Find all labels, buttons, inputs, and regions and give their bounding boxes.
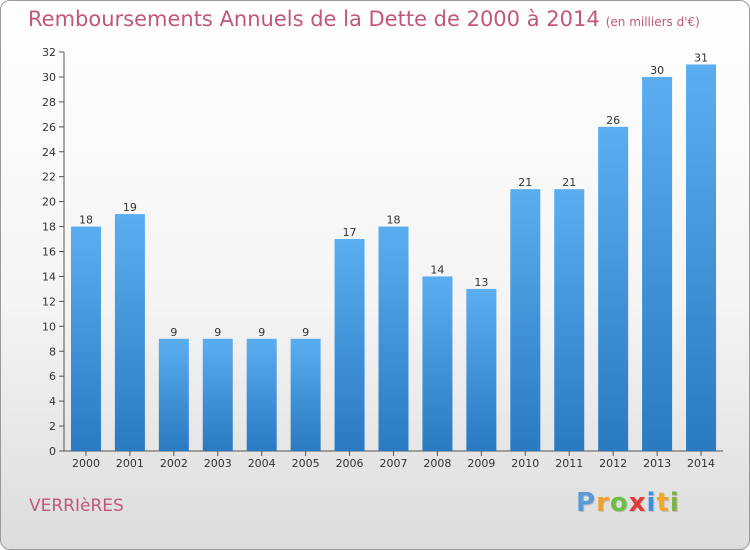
x-tick-label: 2013 [643,457,671,470]
y-tick-label: 8 [49,345,56,358]
x-tick-label: 2010 [511,457,539,470]
bar-value-label: 9 [214,326,221,339]
x-tick-label: 2004 [248,457,276,470]
y-tick-label: 16 [42,246,56,259]
bar-value-label: 30 [650,64,664,77]
proxiti-logo: Proxiti [576,488,680,518]
bar [114,214,145,451]
y-tick-label: 20 [42,196,56,209]
chart-title: Remboursements Annuels de la Dette de 20… [28,7,700,31]
bar-value-label: 13 [474,276,488,289]
bar-value-label: 31 [694,51,708,64]
y-tick-label: 30 [42,71,56,84]
bar [246,338,277,451]
logo-letter: i [646,488,657,518]
x-tick-label: 2005 [292,457,320,470]
y-tick-label: 24 [42,146,56,159]
x-tick-label: 2007 [380,457,408,470]
bar [686,64,717,451]
y-tick-label: 10 [42,320,56,333]
bar-value-label: 19 [123,201,137,214]
bar-value-label: 26 [606,114,620,127]
x-tick-label: 2001 [116,457,144,470]
logo-letter: i [669,488,680,518]
y-tick-label: 32 [42,46,56,59]
x-tick-label: 2003 [204,457,232,470]
bar [642,76,673,451]
bars-group: 18 19 9 9 9 9 17 18 14 13 21 21 26 30 31 [70,51,717,451]
x-tick-label: 2012 [599,457,627,470]
bar [378,226,409,451]
bar-value-label: 18 [387,214,401,227]
bar [158,338,189,451]
bar-value-label: 18 [79,214,93,227]
bar-value-label: 21 [518,176,532,189]
logo-letter: t [656,488,670,518]
y-tick-label: 22 [42,171,56,184]
logo-letter: x [628,488,647,518]
bar [510,189,541,451]
x-tick-label: 2000 [72,457,100,470]
y-tick-label: 14 [42,270,56,283]
chart-subtitle: (en milliers d'€) [605,15,700,29]
bar [422,276,453,451]
bar [334,239,365,451]
x-tick-label: 2009 [467,457,495,470]
commune-name: VERRIèRES [29,496,124,516]
bar-value-label: 9 [258,326,265,339]
logo-letter: P [576,488,597,518]
bar-value-label: 14 [430,263,444,276]
y-tick-label: 6 [49,370,56,383]
y-tick-label: 26 [42,121,56,134]
bar [598,126,629,451]
bar [466,288,497,451]
x-tick-label: 2002 [160,457,188,470]
x-tick-label: 2014 [687,457,715,470]
bar-value-label: 17 [343,226,357,239]
logo-letter: o [609,488,629,518]
bar [290,338,321,451]
x-tick-label: 2011 [555,457,583,470]
bar [70,226,101,451]
y-tick-label: 4 [49,395,56,408]
x-tick-label: 2006 [336,457,364,470]
bar [202,338,233,451]
y-tick-label: 0 [49,445,56,458]
x-tick-label: 2008 [423,457,451,470]
bar-value-label: 9 [302,326,309,339]
y-tick-label: 12 [42,295,56,308]
y-tick-label: 18 [42,221,56,234]
bar [554,189,585,451]
y-tick-label: 28 [42,96,56,109]
y-tick-label: 2 [49,420,56,433]
bar-value-label: 9 [170,326,177,339]
logo-letter: r [596,488,610,518]
bar-value-label: 21 [562,176,576,189]
